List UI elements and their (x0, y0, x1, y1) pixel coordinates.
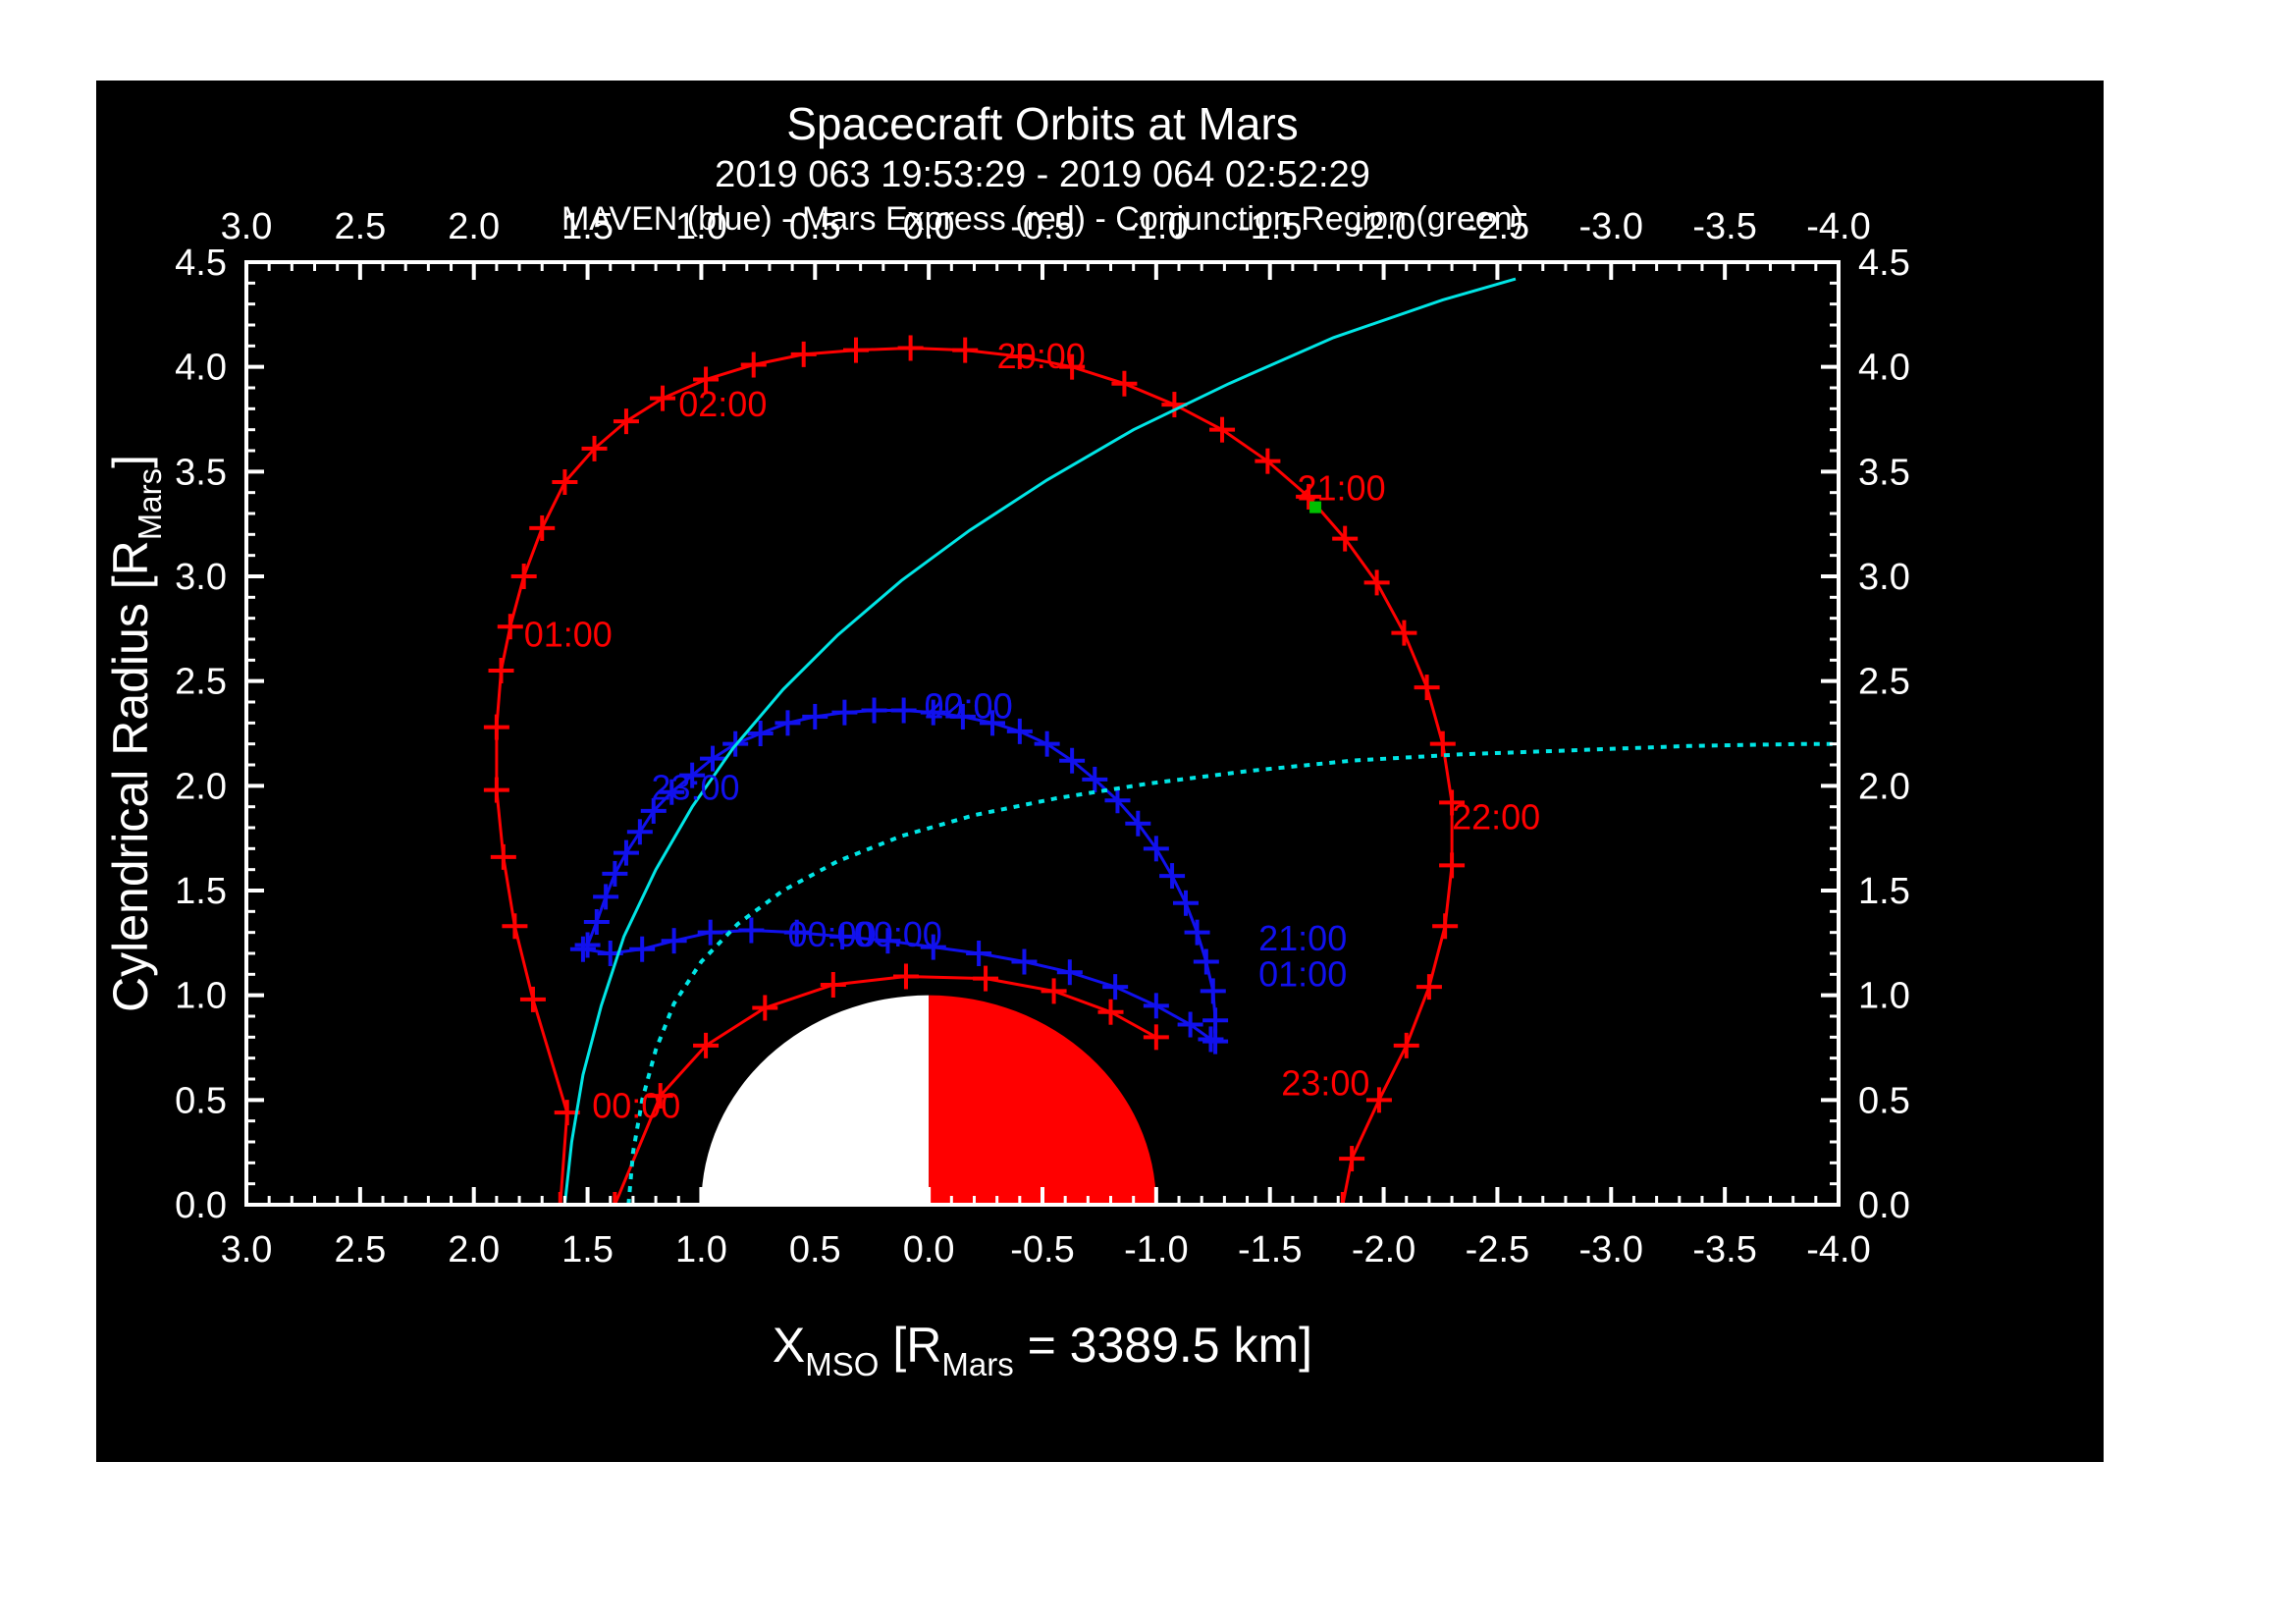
chart-subtitle: 2019 063 19:53:29 - 2019 064 02:52:29 (715, 154, 1370, 195)
x-tick-label-bottom: 2.0 (448, 1229, 500, 1271)
chart-title: Spacecraft Orbits at Mars (786, 98, 1299, 149)
x-tick-label-top: 0.0 (903, 206, 955, 247)
y-tick-label-right: 4.5 (1858, 243, 1910, 284)
time-label-maven: 00:00 (854, 914, 942, 954)
x-tick-label-top: 1.5 (561, 206, 614, 247)
time-label-maven: 01:00 (1258, 953, 1347, 994)
y-tick-label-right: 0.5 (1858, 1080, 1910, 1121)
y-tick-label-left: 1.5 (175, 871, 227, 912)
x-tick-label-bottom: 3.0 (221, 1229, 273, 1271)
x-tick-label-top: -2.5 (1466, 206, 1529, 247)
x-tick-label-top: -2.0 (1352, 206, 1415, 247)
chart-legend-line: MAVEN (blue) - Mars Express (red) - Conj… (561, 200, 1523, 238)
mars-dayside (929, 995, 1156, 1205)
y-axis-title: Cylendrical Radius [RMars] (103, 455, 168, 1012)
x-tick-label-top: -3.5 (1692, 206, 1756, 247)
time-label-maven: 00:00 (925, 685, 1013, 726)
x-tick-label-bottom: 1.5 (561, 1229, 614, 1271)
y-tick-label-right: 0.0 (1858, 1185, 1910, 1226)
x-tick-label-top: 2.5 (334, 206, 386, 247)
mars-express-markers (483, 335, 1466, 1205)
y-tick-label-right: 2.0 (1858, 766, 1910, 807)
x-tick-label-bottom: -3.5 (1692, 1229, 1756, 1271)
x-tick-label-bottom: -2.0 (1352, 1229, 1415, 1271)
y-tick-label-right: 1.5 (1858, 871, 1910, 912)
y-tick-label-left: 4.0 (175, 348, 227, 389)
y-tick-label-right: 2.5 (1858, 662, 1910, 703)
x-tick-label-top: -3.0 (1579, 206, 1643, 247)
y-tick-label-right: 3.0 (1858, 557, 1910, 598)
y-tick-label-left: 4.5 (175, 243, 227, 284)
x-tick-label-top: -1.0 (1124, 206, 1188, 247)
y-tick-label-right: 3.5 (1858, 452, 1910, 493)
x-tick-label-bottom: -1.0 (1124, 1229, 1188, 1271)
maven-track (586, 709, 1217, 1042)
mars-express-inner-arc (614, 974, 1157, 1205)
time-label-mars-express: 20:00 (997, 336, 1086, 376)
y-tick-label-right: 4.0 (1858, 348, 1910, 389)
x-tick-label-bottom: -1.5 (1238, 1229, 1302, 1271)
x-tick-label-top: 2.0 (448, 206, 500, 247)
x-tick-label-top: -0.5 (1010, 206, 1074, 247)
x-tick-label-top: 1.0 (675, 206, 727, 247)
time-label-mars-express: 00:00 (592, 1086, 680, 1126)
x-tick-label-bottom: 1.0 (675, 1229, 727, 1271)
mars-nightside (701, 995, 930, 1205)
conjunction-solid-curve (562, 277, 1517, 1205)
y-tick-label-left: 1.0 (175, 976, 227, 1017)
time-label-maven: 22:00 (925, 685, 1013, 726)
time-label-mars-express: 23:00 (1281, 1062, 1369, 1103)
mars-express-inner-markers (602, 963, 1169, 1205)
y-tick-label-left: 0.5 (175, 1080, 227, 1121)
x-tick-label-bottom: -2.5 (1466, 1229, 1529, 1271)
x-tick-label-bottom: -3.0 (1579, 1229, 1643, 1271)
conjunction-region-marker (1309, 501, 1322, 514)
time-label-mars-express: 01:00 (524, 615, 613, 655)
y-tick-label-left: 3.5 (175, 452, 227, 493)
axes-layer: 3.0 3.0 2.5 2.5 2.0 2.0 1.5 1.5 1.0 1.0 0.5 0.5 0.0 0… (175, 206, 1910, 1271)
y-tick-label-left: 2.0 (175, 766, 227, 807)
y-tick-label-left: 0.0 (175, 1185, 227, 1226)
y-tick-label-left: 2.5 (175, 662, 227, 703)
time-label-maven: 23:00 (651, 767, 739, 807)
time-label-maven: 21:00 (1258, 918, 1347, 958)
x-axis-title: XMSO [RMars = 3389.5 km] (773, 1318, 1312, 1382)
x-tick-label-bottom: 0.5 (789, 1229, 841, 1271)
conjunction-dotted-curve (626, 741, 1839, 1205)
y-tick-label-left: 3.0 (175, 557, 227, 598)
maven-markers (574, 697, 1229, 1055)
x-tick-label-bottom: 2.5 (334, 1229, 386, 1271)
orbit-plot-svg: Spacecraft Orbits at Mars 2019 063 19:53:… (103, 98, 1910, 1382)
x-tick-label-top: 3.0 (221, 206, 273, 247)
y-tick-label-right: 1.0 (1858, 976, 1910, 1017)
time-label-mars-express: 21:00 (1298, 467, 1386, 508)
x-tick-label-bottom: 0.0 (903, 1229, 955, 1271)
x-tick-label-bottom: -0.5 (1010, 1229, 1074, 1271)
x-tick-label-top: -4.0 (1806, 206, 1870, 247)
data-layer: 20:00 21:00 22:00 23:00 00:00 01:00 02:00 22:00… (483, 277, 1839, 1205)
x-tick-label-top: 0.5 (789, 206, 841, 247)
x-tick-label-top: -1.5 (1238, 206, 1302, 247)
maven-inbound-markers (569, 917, 1224, 1053)
time-label-mars-express: 02:00 (678, 384, 767, 424)
x-tick-label-bottom: -4.0 (1806, 1229, 1870, 1271)
time-label-mars-express: 22:00 (1452, 796, 1540, 837)
time-label-maven: 00:00 (787, 914, 876, 954)
plot-canvas: Spacecraft Orbits at Mars 2019 063 19:53:… (96, 81, 2104, 1462)
